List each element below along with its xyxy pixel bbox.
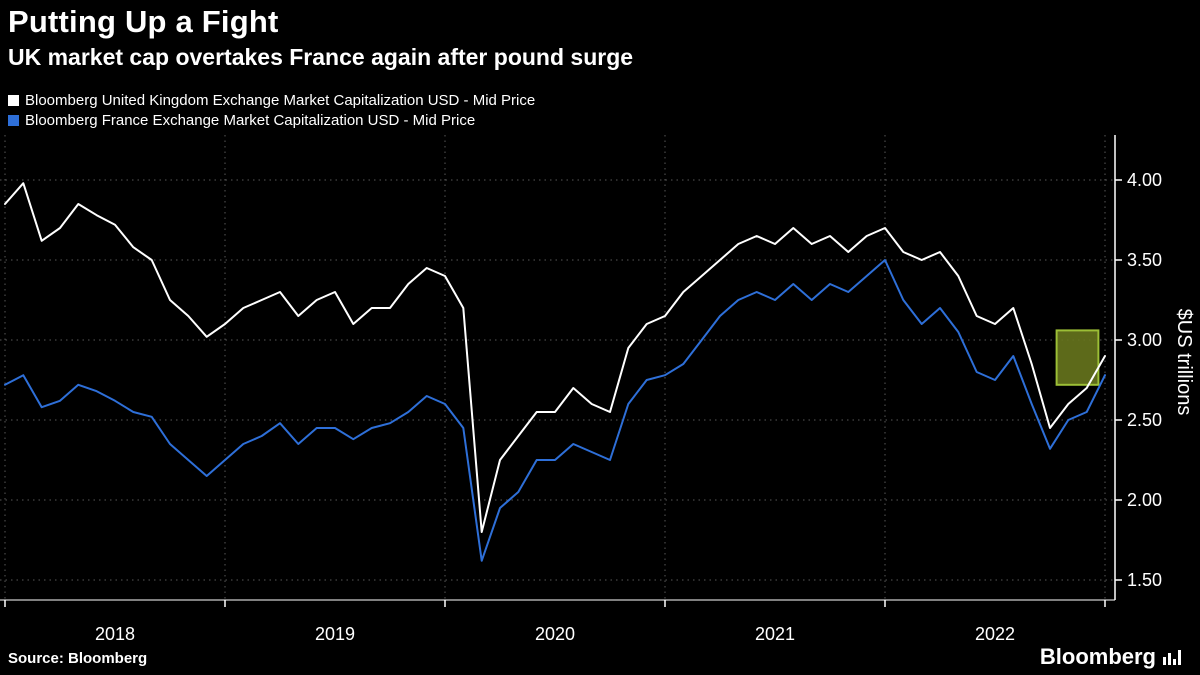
- svg-text:2.00: 2.00: [1127, 490, 1162, 510]
- bloomberg-logo: Bloomberg: [1040, 644, 1182, 670]
- bloomberg-logo-text: Bloomberg: [1039, 644, 1156, 669]
- legend-label-france: Bloomberg France Exchange Market Capital…: [25, 111, 476, 129]
- legend-label-uk: Bloomberg United Kingdom Exchange Market…: [25, 91, 536, 109]
- legend-item-uk: Bloomberg United Kingdom Exchange Market…: [8, 90, 535, 110]
- legend-swatch-france-icon: [8, 114, 19, 126]
- svg-text:2018: 2018: [95, 624, 135, 644]
- chart-subtitle: UK market cap overtakes France again aft…: [8, 44, 634, 70]
- svg-text:1.50: 1.50: [1127, 570, 1162, 590]
- svg-text:2021: 2021: [755, 624, 795, 644]
- legend-swatch-uk-icon: [8, 94, 19, 106]
- svg-text:3.00: 3.00: [1127, 330, 1162, 350]
- y-axis-label: $US trillions: [1173, 309, 1195, 416]
- svg-text:4.00: 4.00: [1127, 170, 1162, 190]
- svg-text:2020: 2020: [535, 624, 575, 644]
- source-note: Source: Bloomberg: [8, 650, 148, 667]
- chart-title: Putting Up a Fight: [8, 4, 279, 39]
- svg-text:2019: 2019: [315, 624, 355, 644]
- svg-text:3.50: 3.50: [1127, 250, 1162, 270]
- svg-text:2022: 2022: [975, 624, 1015, 644]
- svg-text:2.50: 2.50: [1127, 410, 1162, 430]
- bar-chart-icon: [1163, 650, 1181, 665]
- legend-item-france: Bloomberg France Exchange Market Capital…: [8, 110, 535, 130]
- chart-legend: Bloomberg United Kingdom Exchange Market…: [8, 90, 535, 130]
